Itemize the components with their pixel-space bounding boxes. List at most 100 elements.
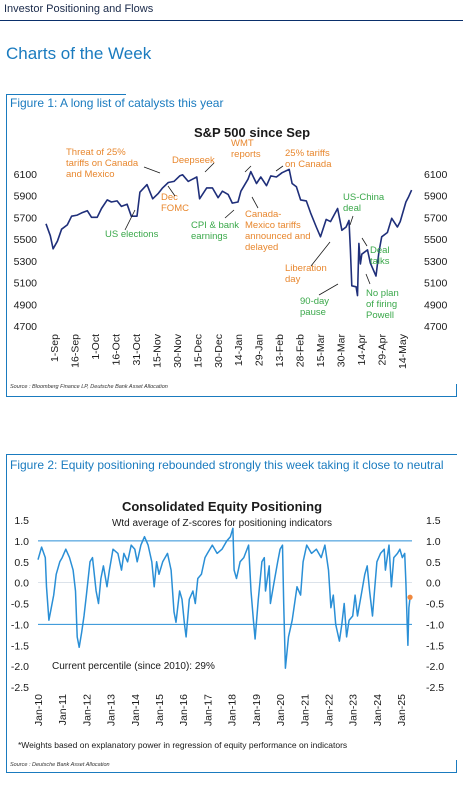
chart1-annotation: No plan of firing Powell	[366, 288, 399, 321]
figure1-frame-left	[6, 94, 7, 396]
chart2-xtick-label: Jan-17	[202, 694, 214, 726]
chart1-xtick-label: 16-Sep	[69, 334, 81, 368]
chart1-ytick-right: 5100	[424, 278, 448, 290]
chart1-ytick-left: 5100	[14, 278, 38, 290]
chart2-ytick-right: 1.5	[426, 515, 441, 527]
chart2-subtitle: Wtd average of Z-scores for positioning …	[112, 518, 332, 529]
chart1-ytick-left: 5700	[14, 212, 38, 224]
chart1-annotation-arrow	[349, 215, 354, 226]
chart1-xtick-label: 15-Nov	[151, 333, 163, 368]
figure2-source: Source : Deutsche Bank Asset Allocation	[10, 762, 110, 768]
chart2-xtick-label: Jan-19	[251, 694, 263, 726]
chart2-ytick-left: 1.5	[14, 515, 29, 527]
chart1-ytick-right: 5300	[424, 256, 448, 268]
chart1-ytick-left: 5500	[14, 234, 38, 246]
chart1-xtick-label: 1-Sep	[49, 334, 61, 362]
chart2-ytick-right: 0.0	[426, 578, 441, 590]
chart1-ytick-right: 4900	[424, 299, 448, 311]
section-title: Charts of the Week	[6, 44, 152, 63]
chart1-xtick-label: 29-Jan	[254, 334, 266, 366]
chart1-xtick-label: 29-Apr	[377, 333, 389, 365]
chart2-ytick-left: -0.5	[11, 599, 29, 611]
chart2-ytick-right: -1.0	[426, 619, 444, 631]
figure1-frame-bottom	[6, 396, 457, 397]
chart2-xtick-label: Jan-15	[154, 694, 166, 726]
chart2-ytick-left: -1.5	[11, 640, 29, 652]
figure2-title: Figure 2: Equity positioning rebounded s…	[10, 458, 444, 472]
chart1-xtick-label: 30-Dec	[213, 334, 225, 368]
chart2-xtick-label: Jan-24	[372, 694, 384, 726]
chart1-ytick-left: 5300	[14, 256, 38, 268]
chart1-xtick-label: 15-Mar	[315, 334, 327, 368]
chart2-title: Consolidated Equity Positioning	[122, 499, 322, 514]
chart1-ytick-right: 5900	[424, 191, 448, 203]
chart1-annotation-arrow	[365, 273, 371, 285]
chart1-ytick-right: 5500	[424, 234, 448, 246]
sp500-chart: S&P 500 since Sep 6100 5900 5700 5500 5300 51…	[14, 125, 448, 369]
sp500-series-line	[45, 168, 413, 297]
chart2-xtick-label: Jan-14	[130, 694, 142, 726]
figure2-frame-right	[456, 760, 457, 772]
chart1-annotation: Canada-Mexico tariffs announced and delaye…	[245, 209, 311, 253]
chart1-xtick-label: 16-Oct	[110, 334, 122, 366]
chart1-annotation-arrow	[251, 196, 259, 209]
chart2-xtick-label: Jan-16	[178, 694, 190, 726]
chart2-xtick-label: Jan-20	[275, 694, 287, 726]
chart1-annotation: Threat of 25% tariffs on Canada and Mexico	[66, 147, 139, 180]
chart2-footnote: *Weights based on explanatory power in r…	[18, 740, 347, 750]
figure1-title: Figure 1: A long list of catalysts this …	[10, 96, 224, 110]
chart2-xtick-label: Jan-25	[396, 694, 408, 726]
chart1-xtick-label: 31-Oct	[131, 334, 143, 366]
chart1-annotation: US-China deal	[343, 192, 385, 214]
chart1-annotation-arrow	[244, 165, 252, 173]
positioning-series-line	[37, 527, 411, 669]
equity-positioning-chart: Consolidated Equity Positioning Wtd aver…	[11, 499, 444, 750]
chart1-xtick-label: 15-Dec	[192, 334, 204, 368]
chart2-ytick-right: -2.5	[426, 682, 444, 694]
chart2-xtick-label: Jan-13	[106, 694, 118, 726]
chart1-annotation: WMT reports	[231, 138, 261, 160]
chart1-annotation-arrow	[204, 162, 215, 173]
chart1-annotation: CPI & bank earnings	[191, 220, 239, 242]
chart2-ytick-right: -2.0	[426, 661, 444, 673]
chart1-annotation-arrow	[124, 209, 136, 231]
chart1-annotation-arrow	[318, 283, 339, 296]
chart1-xtick-label: 13-Feb	[274, 334, 286, 367]
header-divider	[0, 20, 463, 21]
chart1-xtick-label: 28-Feb	[295, 334, 307, 367]
chart2-ytick-left: -2.0	[11, 661, 29, 673]
chart2-xtick-label: Jan-22	[323, 694, 335, 726]
chart2-xtick-label: Jan-10	[33, 694, 45, 726]
chart2-ytick-left: 0.0	[14, 578, 29, 590]
chart1-annotation-arrow	[310, 241, 331, 267]
chart1-ytick-left: 4900	[14, 299, 38, 311]
figure2-frame-bottom	[6, 772, 457, 773]
chart1-title: S&P 500 since Sep	[194, 125, 310, 140]
chart1-ytick-left: 5900	[14, 191, 38, 203]
chart1-xtick-label: 1-Oct	[90, 334, 102, 360]
chart2-xtick-label: Jan-23	[348, 694, 360, 726]
chart1-ytick-right: 5700	[424, 212, 448, 224]
chart1-ytick-right: 4700	[424, 321, 448, 333]
chart1-annotation-arrow	[167, 185, 176, 197]
figure1-source: Source : Bloomberg Finance LP, Deutsche …	[10, 384, 168, 390]
chart2-ytick-right: 1.0	[426, 536, 441, 548]
report-header-title: Investor Positioning and Flows	[4, 3, 154, 15]
chart2-current-marker	[407, 594, 413, 600]
chart1-ytick-left: 4700	[14, 321, 38, 333]
chart2-ytick-right: -1.5	[426, 640, 444, 652]
chart2-ytick-right: 0.5	[426, 557, 441, 569]
chart1-annotation-arrow	[275, 165, 284, 172]
chart2-xtick-label: Jan-18	[227, 694, 239, 726]
chart1-ytick-right: 6100	[424, 169, 448, 181]
chart1-annotation: Dec FOMC	[161, 192, 189, 214]
chart1-xtick-label: 14-May	[397, 333, 409, 369]
chart1-xtick-label: 14-Jan	[233, 334, 245, 366]
chart1-annotation: 25% tariffs on Canada	[285, 148, 332, 170]
chart1-annotation: Deepseek	[172, 155, 215, 166]
chart2-ytick-left: 1.0	[14, 536, 29, 548]
chart2-ytick-left: -2.5	[11, 682, 29, 694]
figure1-frame-top	[6, 94, 126, 95]
chart1-annotation: US elections	[105, 229, 159, 240]
chart1-annotation-arrow	[143, 166, 161, 174]
